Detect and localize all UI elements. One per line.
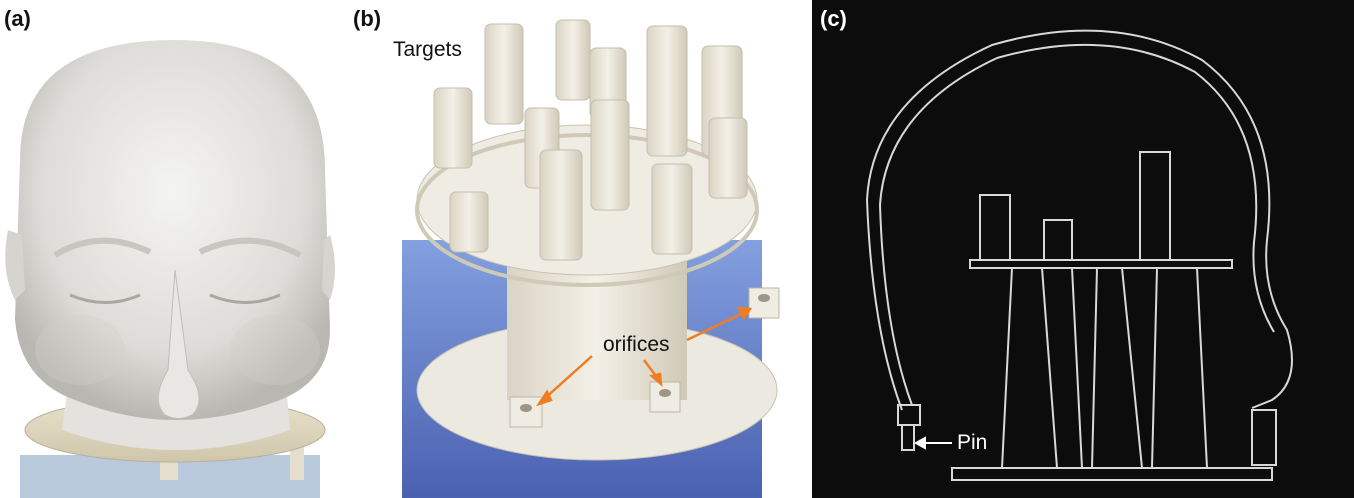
skull-outline (865, 29, 1293, 411)
target-phantom-illustration (402, 19, 780, 498)
ct-scan-illustration (865, 29, 1293, 481)
targets-annotation: Targets (393, 38, 462, 61)
head-photo-illustration (5, 40, 335, 498)
pin-annotation: Pin (957, 431, 988, 454)
panel-b-label: (b) (353, 6, 382, 31)
orifices-annotation: orifices (603, 333, 670, 356)
panel-b-target-phantom-photo: (b) Targets orifices (347, 0, 802, 498)
panel-a-label: (a) (4, 6, 31, 31)
panel-c-ct-image: (c) Pin (812, 0, 1354, 498)
panel-a-head-photo: (a) (0, 0, 340, 498)
panel-c-label: (c) (820, 6, 847, 31)
